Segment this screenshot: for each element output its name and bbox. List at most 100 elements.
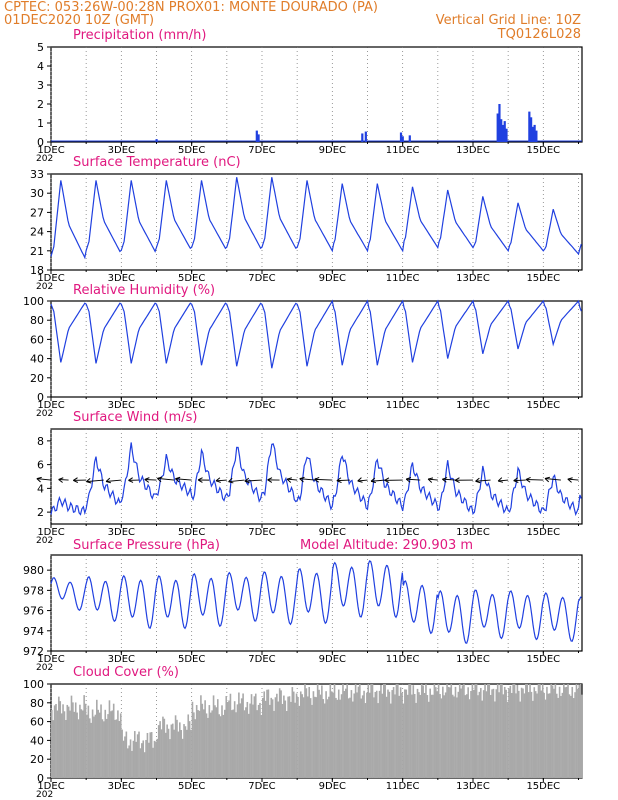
- cloud-bar: [229, 693, 232, 778]
- cloud-bar: [73, 711, 76, 778]
- cloud-bar: [484, 684, 486, 778]
- cloud-bar: [361, 695, 364, 778]
- x-tick-label: 7DEC: [248, 273, 275, 284]
- wind-vector-head: [267, 479, 273, 483]
- x-tick-label: 9DEC: [319, 654, 346, 665]
- cloud-bar: [219, 716, 222, 778]
- cloud-bar: [96, 699, 98, 778]
- cloud-bar: [499, 684, 502, 778]
- cloud-bar: [527, 692, 530, 778]
- x-tick-label: 9DEC: [319, 527, 346, 538]
- cloud-bar: [447, 686, 450, 778]
- y-tick-label: 976: [23, 605, 44, 618]
- wind-vector-head: [442, 477, 448, 480]
- cloud-bar: [567, 684, 569, 778]
- cloud-bar: [318, 689, 320, 778]
- wind-vector-head: [157, 478, 162, 483]
- cloud-bar: [530, 691, 533, 778]
- cloud-bar: [197, 710, 199, 778]
- cloud-bar: [450, 684, 453, 778]
- cloud-bar: [270, 697, 273, 778]
- wind-vector-head: [105, 481, 112, 484]
- cloud-bar: [516, 684, 519, 778]
- cloud-bar: [354, 684, 357, 778]
- cloud-bar: [226, 702, 229, 778]
- cloud-bar: [224, 709, 226, 778]
- wind-vector-head: [175, 478, 180, 483]
- year-stub: 202: [36, 154, 53, 164]
- cloud-bar: [129, 739, 132, 778]
- cloud-bar: [519, 701, 522, 778]
- panel-precip: 0 1 2 3 4 5 1DEC 3DEC 5DEC 7DEC 9DEC 11DEC 13DEC 15DE…: [36, 28, 583, 164]
- wind-vector-head: [384, 479, 390, 484]
- cloud-bar: [558, 686, 561, 778]
- wind-vector: [336, 479, 350, 482]
- cloud-bar: [352, 701, 354, 778]
- cloud-bar: [181, 738, 184, 778]
- x-tick-label: 1DEC: [37, 654, 64, 665]
- cloud-bar: [259, 702, 261, 778]
- cloud-bar: [370, 684, 372, 778]
- precip-bar: [530, 117, 533, 142]
- cloud-bar: [287, 696, 289, 778]
- cloud-bar: [264, 700, 267, 778]
- cloud-bar: [534, 691, 537, 778]
- wind-vector: [215, 479, 227, 482]
- y-tick-label: 8: [37, 435, 44, 448]
- precip-bar: [503, 121, 506, 142]
- y-tick-label: 1: [37, 117, 44, 130]
- cloud-bar: [537, 684, 540, 778]
- wind-vector-head: [357, 477, 362, 482]
- y-tick-label: 60: [30, 716, 44, 729]
- wind-vector: [498, 479, 509, 482]
- y-tick-label: 100: [23, 295, 44, 308]
- year-stub: 202: [36, 282, 53, 292]
- cloud-bar: [157, 725, 160, 778]
- cloud-bar: [328, 696, 330, 778]
- cloud-bar: [402, 703, 405, 778]
- cloud-bar: [461, 685, 464, 778]
- cloud-bar: [363, 690, 365, 778]
- panel-wind: 2 4 6 8 1DEC 3DEC 5DEC 7DEC 9DEC 11DEC 13DEC 15DEC 2…: [36, 410, 583, 546]
- cloud-bar: [93, 716, 95, 778]
- precip-bar: [408, 135, 411, 142]
- wind-vector: [299, 478, 315, 481]
- cloud-bar: [439, 694, 441, 778]
- cloud-bar: [343, 691, 346, 778]
- wind-vector-head: [286, 477, 292, 480]
- header-model-code: TQ0126L028: [497, 27, 581, 42]
- panel-annotation: Model Altitude: 290.903 m: [300, 538, 473, 553]
- cloud-bar: [86, 714, 88, 778]
- x-tick-label: 11DEC: [386, 145, 420, 156]
- cloud-bar: [98, 712, 101, 778]
- panel-rh: 0 20 40 60 80 100 1DEC 3DEC 5DEC 7DEC 9DEC 11DEC 13D…: [23, 283, 583, 419]
- cloud-bar: [176, 719, 178, 778]
- y-tick-label: 80: [30, 314, 44, 327]
- cloud-bar: [274, 697, 277, 778]
- cloud-bar: [173, 729, 175, 778]
- cloud-bar: [433, 684, 436, 778]
- cloud-bar: [333, 684, 336, 778]
- year-stub: 202: [36, 536, 53, 546]
- cloud-bar: [357, 686, 360, 778]
- cloud-bar: [572, 698, 575, 778]
- cloud-bar: [565, 686, 568, 778]
- wind-vector: [567, 478, 579, 481]
- cloud-bar: [395, 684, 398, 778]
- cloud-bar: [465, 694, 468, 778]
- precip-bar: [399, 132, 403, 142]
- cloud-bar: [397, 684, 399, 778]
- cloud-bar: [411, 694, 413, 778]
- cloud-bar: [72, 702, 74, 778]
- cloud-bar: [374, 691, 377, 778]
- cloud-bar: [353, 693, 356, 778]
- cloud-bar: [425, 684, 427, 778]
- wind-vector-head: [36, 476, 42, 480]
- cloud-bar: [321, 685, 323, 778]
- cloud-bar: [198, 710, 201, 778]
- wind-vector-head: [525, 479, 531, 483]
- y-tick-label: 6: [37, 459, 44, 472]
- cloud-bar: [84, 703, 87, 778]
- cloud-bar: [202, 709, 205, 778]
- x-tick-label: 1DEC: [37, 527, 64, 538]
